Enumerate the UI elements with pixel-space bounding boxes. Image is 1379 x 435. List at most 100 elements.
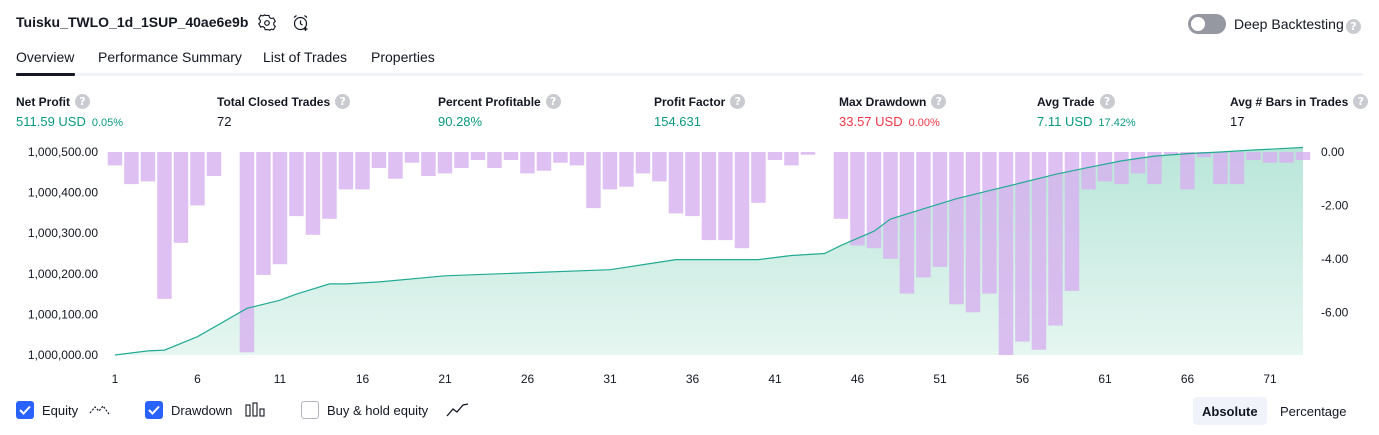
- deep-backtesting-toggle[interactable]: [1188, 14, 1226, 34]
- drawdown-checkbox[interactable]: [145, 401, 163, 419]
- alarm-clock-plus-icon[interactable]: [291, 13, 311, 33]
- check-glyph: [148, 405, 160, 415]
- metric-net-profit: Net Profit? 511.59 USD 0.05%: [16, 94, 123, 129]
- buy-hold-equity-legend-label: Buy & hold equity: [327, 403, 429, 418]
- drawdown-bar: [1097, 152, 1113, 182]
- x-axis-tick: 11: [274, 372, 287, 386]
- x-axis-tick: 1: [112, 372, 119, 386]
- drawdown-bar: [124, 152, 139, 185]
- gear-icon[interactable]: [257, 13, 277, 33]
- drawdown-bar: [421, 152, 436, 176]
- buy-hold-equity-checkbox[interactable]: [301, 401, 319, 419]
- strategy-title: Tuisku_TWLO_1d_1SUP_40ae6e9b: [16, 14, 249, 30]
- drawdown-bar: [305, 152, 321, 235]
- drawdown-bar: [437, 152, 453, 174]
- info-icon[interactable]: ?: [335, 94, 351, 109]
- drawdown-bar: [1262, 152, 1278, 163]
- deep-backtesting-label: Deep Backtesting: [1234, 16, 1344, 32]
- metric-label: Percent Profitable: [438, 94, 541, 109]
- drawdown-bar: [1295, 152, 1311, 160]
- metric-total-closed-trades: Total Closed Trades? 72: [217, 94, 351, 129]
- x-axis-tick: 36: [686, 372, 700, 386]
- drawdown-bar: [586, 152, 601, 209]
- drawdown-bar: [190, 152, 205, 206]
- help-icon[interactable]: ?: [1346, 19, 1361, 34]
- metric-label: Max Drawdown: [839, 94, 927, 109]
- metric-value: 17: [1230, 114, 1245, 129]
- y-axis-left-tick: 1,000,300.00: [28, 226, 98, 240]
- drawdown-bar: [1031, 152, 1047, 350]
- metric-max-drawdown: Max Drawdown? 33.57 USD 0.00%: [839, 94, 947, 129]
- drawdown-bar: [239, 152, 255, 353]
- drawdown-bar: [718, 152, 733, 241]
- metric-sub: 0.05%: [91, 117, 124, 129]
- equity-drawdown-chart[interactable]: 1,000,500.00 1,000,400.00 1,000,300.00 1,00…: [0, 140, 1379, 390]
- metric-value: 511.59 USD: [16, 114, 86, 129]
- x-axis-tick: 56: [1016, 372, 1030, 386]
- tab-overview[interactable]: Overview: [16, 49, 75, 65]
- x-axis-tick: 71: [1263, 372, 1277, 386]
- metric-label: Avg # Bars in Trades: [1230, 94, 1349, 109]
- x-axis-tick: 26: [521, 372, 535, 386]
- drawdown-bar: [1130, 152, 1146, 174]
- metric-sub: 0.00%: [908, 117, 940, 129]
- drawdown-bar: [916, 152, 931, 278]
- drawdown-bar: [487, 152, 502, 168]
- info-icon[interactable]: ?: [1353, 94, 1369, 109]
- toggle-knob: [1191, 17, 1205, 31]
- metric-label: Avg Trade: [1037, 94, 1095, 109]
- info-icon[interactable]: ?: [75, 94, 90, 109]
- metric-value: 154.631: [654, 114, 701, 129]
- info-icon[interactable]: ?: [1099, 94, 1115, 109]
- metric-profit-factor: Profit Factor? 154.631: [654, 94, 746, 129]
- drawdown-bar: [602, 152, 618, 190]
- drawdown-bar: [1279, 152, 1294, 163]
- metric-value: 90.28%: [438, 114, 483, 129]
- drawdown-bar: [767, 152, 783, 160]
- drawdown-bar: [454, 152, 469, 168]
- metric-label: Net Profit: [16, 94, 70, 109]
- y-axis-right-tick: -4.00: [1321, 252, 1349, 266]
- x-axis-tick: 16: [356, 372, 370, 386]
- drawdown-bar: [668, 152, 684, 214]
- y-axis-left-tick: 1,000,100.00: [28, 307, 98, 321]
- info-icon[interactable]: ?: [931, 94, 947, 109]
- metric-sub: 17.42%: [1098, 117, 1136, 129]
- drawdown-bar: [619, 152, 634, 187]
- tab-active-indicator: [16, 73, 75, 76]
- tab-performance-summary[interactable]: Performance Summary: [98, 49, 242, 65]
- drawdown-bar: [322, 152, 337, 219]
- drawdown-bar: [173, 152, 189, 243]
- drawdown-bar: [652, 152, 667, 182]
- drawdown-bar: [1213, 152, 1228, 185]
- tab-list-of-trades[interactable]: List of Trades: [263, 49, 348, 65]
- drawdown-bar: [850, 152, 865, 246]
- info-icon[interactable]: ?: [545, 94, 561, 109]
- drawdown-bar: [833, 152, 849, 219]
- drawdown-bar: [569, 152, 585, 166]
- info-icon[interactable]: ?: [730, 94, 746, 109]
- alarm-glyph: [293, 15, 308, 31]
- drawdown-bar: [1081, 152, 1096, 190]
- y-axis-right-tick: -6.00: [1321, 305, 1349, 319]
- drawdown-bar: [734, 152, 750, 249]
- tab-properties[interactable]: Properties: [371, 49, 435, 65]
- metric-percent-profitable: Percent Profitable? 90.28%: [438, 94, 561, 129]
- drawdown-bar: [1246, 152, 1261, 160]
- drawdown-bar: [685, 152, 700, 217]
- drawdown-bar: [256, 152, 271, 275]
- drawdown-bar: [1163, 152, 1179, 155]
- absolute-toggle[interactable]: Absolute: [1193, 397, 1267, 425]
- drawdown-bar: [800, 152, 816, 155]
- drawdown-bar: [965, 152, 981, 313]
- drawdown-bar: [998, 152, 1014, 355]
- drawdown-bar: [140, 152, 156, 182]
- x-axis-tick: 46: [851, 372, 865, 386]
- y-axis-right-tick: 0.00: [1321, 145, 1345, 159]
- percentage-toggle[interactable]: Percentage: [1280, 403, 1347, 419]
- metric-avg-bars-in-trades: Avg # Bars in Trades? 17: [1230, 94, 1369, 129]
- equity-checkbox[interactable]: [16, 401, 34, 419]
- x-axis-tick: 61: [1098, 372, 1112, 386]
- drawdown-bar: [107, 152, 123, 166]
- drawdown-bar: [503, 152, 519, 160]
